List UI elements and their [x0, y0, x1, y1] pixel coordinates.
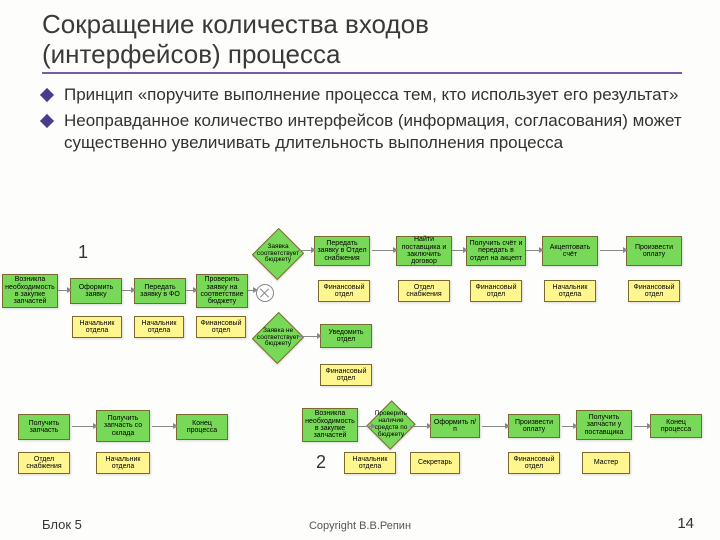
role-node: Финансовый отдел	[508, 452, 560, 474]
decision-node: Заявка не соответствует бюджету	[260, 320, 296, 356]
role-node: Начальник отдела	[72, 316, 122, 338]
process-node: Акцептовать счёт	[542, 236, 598, 266]
role-node: Начальник отдела	[344, 452, 396, 474]
process-node: Произвести оплату	[626, 236, 682, 266]
bullet-text: Неоправданное количество интерфейсов (ин…	[64, 110, 682, 154]
process-node: Конец процесса	[650, 414, 702, 438]
bullet-item: Принцип «поручите выполнение процесса те…	[42, 84, 682, 106]
role-node: Начальник отдела	[134, 316, 184, 338]
process-node: Конец процесса	[176, 414, 228, 440]
role-node: Мастер	[582, 452, 630, 474]
role-node: Финансовый отдел	[318, 280, 370, 302]
role-node: Финансовый отдел	[470, 280, 522, 302]
process-node: Передать заявку в Отдел снабжения	[314, 236, 370, 266]
process-node: Оформить заявку	[70, 278, 122, 304]
role-node: Финансовый отдел	[320, 364, 372, 386]
process-node: Проверить заявку на соответствие бюджету	[196, 274, 248, 308]
decision-node: Проверить наличие средств по бюджету	[374, 408, 408, 442]
role-node: Начальник отдела	[96, 452, 150, 474]
bullet-text: Принцип «поручите выполнение процесса те…	[64, 84, 678, 106]
role-node: Отдел снабжения	[18, 452, 70, 474]
process-node: Получить запчасть	[18, 414, 70, 440]
process-node: Оформить п/п	[430, 414, 480, 438]
gateway-icon	[256, 284, 274, 302]
diamond-icon	[40, 114, 54, 128]
flowchart: 1 Заявка соответствует бюджету Передать …	[0, 230, 720, 520]
footer-copyright: Copyright В.В.Репин	[0, 520, 720, 532]
slide-title: Сокращение количества входов (интерфейсо…	[42, 10, 429, 70]
bullet-list: Принцип «поручите выполнение процесса те…	[42, 84, 682, 158]
process-node: Возникла необходимость в закупке запчаст…	[2, 274, 58, 308]
process-node: Найти поставщика и заключить договор	[396, 236, 452, 266]
section-label-2: 2	[316, 452, 326, 473]
process-node: Уведомить отдел	[320, 324, 372, 348]
role-node: Секретарь	[410, 452, 460, 474]
process-node: Возникла необходимость в закупке запчаст…	[302, 408, 358, 442]
diamond-icon	[40, 88, 54, 102]
role-node: Начальник отдела	[544, 280, 596, 302]
process-node: Получить запчасти у поставщика	[576, 410, 632, 440]
process-node: Произвести оплату	[508, 414, 560, 438]
title-underline	[42, 72, 682, 74]
role-node: Финансовый отдел	[196, 316, 246, 338]
decision-node: Заявка соответствует бюджету	[260, 236, 296, 272]
process-node: Получить счёт и передать в отдел на акце…	[466, 236, 526, 266]
role-node: Отдел снабжения	[398, 280, 450, 302]
page-number: 14	[677, 515, 694, 532]
role-node: Финансовый отдел	[628, 280, 680, 302]
process-node: Получить запчасть со склада	[96, 410, 150, 442]
section-label-1: 1	[78, 242, 88, 263]
bullet-item: Неоправданное количество интерфейсов (ин…	[42, 110, 682, 154]
process-node: Передать заявку в ФО	[134, 278, 186, 304]
